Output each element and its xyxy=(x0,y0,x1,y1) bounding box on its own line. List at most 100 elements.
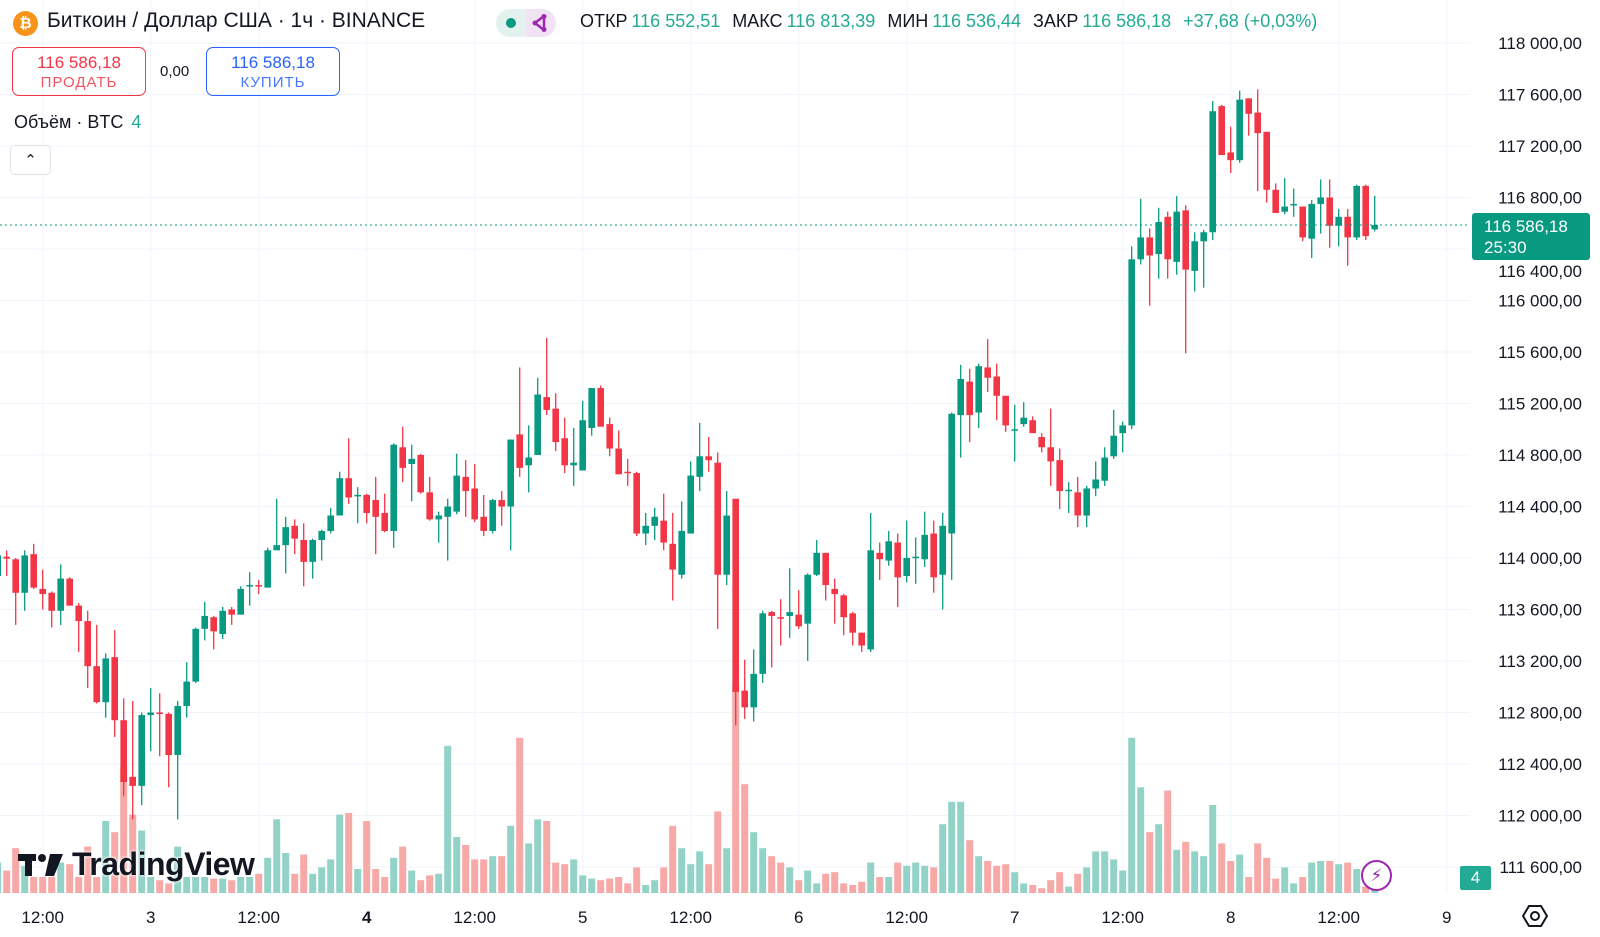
candle-body xyxy=(822,552,829,586)
candle-body xyxy=(84,621,91,667)
candle-body xyxy=(651,516,658,526)
candle xyxy=(1182,205,1189,354)
candle xyxy=(282,516,289,574)
candle-body xyxy=(498,500,505,507)
sell-button[interactable]: 116 586,18 ПРОДАТЬ xyxy=(12,47,146,96)
candle xyxy=(453,453,460,515)
volume-bar xyxy=(831,872,839,893)
market-status-pill[interactable] xyxy=(496,9,556,37)
volume-legend[interactable]: Объём · BTC 4 xyxy=(14,112,141,133)
candle xyxy=(660,493,667,551)
candle-body xyxy=(768,612,775,616)
volume-bar xyxy=(498,856,506,893)
candle-body xyxy=(615,448,622,475)
candle xyxy=(714,452,721,629)
candle xyxy=(570,427,577,486)
volume-bar xyxy=(1119,870,1127,893)
volume-bar xyxy=(948,801,956,893)
candle-body xyxy=(534,394,541,455)
candle xyxy=(1371,195,1378,232)
candle xyxy=(516,367,523,477)
volume-bar xyxy=(273,819,281,893)
candle-body xyxy=(543,397,550,410)
candle xyxy=(1164,211,1171,279)
candle-body xyxy=(120,720,127,783)
candle-body xyxy=(1065,489,1072,492)
volume-bar xyxy=(453,837,461,893)
candle xyxy=(1038,433,1045,453)
candle-body xyxy=(282,527,289,546)
volume-bar xyxy=(966,840,974,893)
volume-bar xyxy=(543,821,551,893)
candle xyxy=(831,578,838,624)
candle-body xyxy=(1371,225,1378,230)
volume-bar xyxy=(156,880,164,893)
volume-bar xyxy=(1155,824,1163,893)
tradingview-logo[interactable]: TradingView xyxy=(18,846,255,883)
candle-body xyxy=(66,578,73,606)
candle xyxy=(1353,184,1360,240)
candle xyxy=(804,573,811,661)
candle xyxy=(750,649,757,722)
candle xyxy=(363,493,370,524)
settings-hexagon-icon[interactable] xyxy=(1522,903,1548,929)
candle xyxy=(1326,179,1333,248)
candle-body xyxy=(111,657,118,721)
pill-divider xyxy=(526,9,556,37)
volume-bar xyxy=(327,859,335,893)
candle xyxy=(264,547,271,588)
volume-bar xyxy=(561,864,569,893)
volume-bar xyxy=(1065,886,1073,893)
candle xyxy=(345,438,352,504)
candle xyxy=(156,693,163,757)
volume-bar xyxy=(930,867,938,893)
time-axis[interactable]: 12:00 3 12:00 4 12:00 5 12:00 6 12:00 7 12:00 8 12:0… xyxy=(21,908,1451,927)
price-tick-label: 115 600,00 xyxy=(1498,343,1582,362)
volume-bar xyxy=(525,843,533,893)
candle xyxy=(381,493,388,533)
candle-body xyxy=(1191,241,1198,271)
candle xyxy=(273,498,280,551)
candle xyxy=(471,464,478,522)
candle-body xyxy=(237,588,244,615)
price-axis[interactable]: 118 000,00 117 600,00 117 200,00 116 800,00… xyxy=(1498,34,1582,877)
candle-body xyxy=(867,550,874,650)
candle xyxy=(1335,209,1342,247)
volume-bar xyxy=(120,766,128,893)
candle-body xyxy=(984,367,991,378)
candle-body xyxy=(1092,479,1099,489)
collapse-legend-button[interactable]: ⌃ xyxy=(10,145,51,175)
lightning-icon[interactable]: ⚡︎ xyxy=(1361,860,1392,891)
candle xyxy=(1119,421,1126,453)
volume-bar xyxy=(768,856,776,893)
volume-bar xyxy=(462,845,470,893)
candle xyxy=(624,458,631,486)
candle-body xyxy=(336,478,343,516)
candle xyxy=(48,591,55,628)
volume-bar xyxy=(912,862,920,893)
candle-body xyxy=(345,478,352,498)
volume-bar xyxy=(408,870,416,893)
candle-body xyxy=(1326,197,1333,226)
price-tick-label: 114 400,00 xyxy=(1498,498,1582,517)
volume-bar xyxy=(804,870,812,893)
volume-bar xyxy=(975,856,983,893)
candle xyxy=(606,417,613,457)
candle-body xyxy=(0,555,1,577)
candle xyxy=(165,712,172,788)
candle-body xyxy=(750,673,757,708)
candle xyxy=(741,659,748,719)
symbol-title[interactable]: Биткоин / Доллар США · 1ч · BINANCE xyxy=(47,9,426,32)
candle xyxy=(1290,188,1297,217)
candle-body xyxy=(354,494,361,497)
candle xyxy=(1074,476,1081,528)
volume-bar xyxy=(201,877,209,893)
open-label: ОТКР xyxy=(580,11,628,31)
buy-button[interactable]: 116 586,18 КУПИТЬ xyxy=(206,47,340,96)
candle-body xyxy=(1056,460,1063,492)
candle xyxy=(300,523,307,587)
candle-body xyxy=(1344,216,1351,238)
candle xyxy=(813,539,820,577)
candle-body xyxy=(1308,203,1315,239)
